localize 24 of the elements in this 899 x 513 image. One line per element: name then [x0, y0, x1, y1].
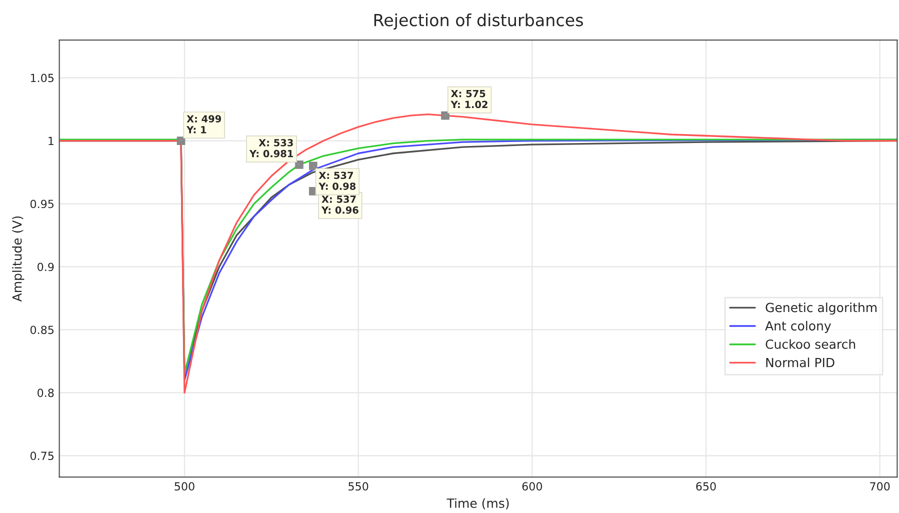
annotation: X: 537 Y: 0.98	[318, 172, 356, 190]
y-tick-label: 1	[48, 136, 54, 145]
x-axis-title: Time (ms)	[446, 498, 509, 510]
legend-label: Normal PID	[766, 358, 834, 368]
x-tick-label: 650	[696, 482, 716, 491]
annotation: X: 537 Y: 0.96	[321, 196, 358, 214]
annotation: X: 499 Y: 1	[186, 115, 222, 134]
x-tick-label: 700	[870, 482, 890, 491]
y-tick-label: 0.95	[30, 200, 54, 208]
legend-label: Genetic algorithm	[766, 302, 877, 315]
chart-title: Rejection of disturbances	[374, 13, 583, 30]
legend-label: Cuckoo search	[766, 339, 856, 349]
y-tick-label: 0.9	[38, 262, 54, 272]
legend-label: Ant colony	[765, 320, 831, 333]
y-tick-label: 1.05	[30, 74, 54, 82]
x-tick-label: 550	[348, 482, 368, 491]
y-axis-title: Amplitude (V)	[12, 216, 24, 302]
y-tick-label: 0.85	[30, 326, 54, 334]
y-tick-label: 0.8	[38, 388, 54, 398]
y-tick-label: 0.75	[30, 452, 54, 460]
annotation: X: 575 Y: 1.02	[450, 90, 488, 108]
x-tick-label: 600	[522, 482, 542, 491]
annotation: X: 533 Y: 0.981	[249, 139, 293, 158]
x-tick-label: 500	[174, 482, 194, 491]
